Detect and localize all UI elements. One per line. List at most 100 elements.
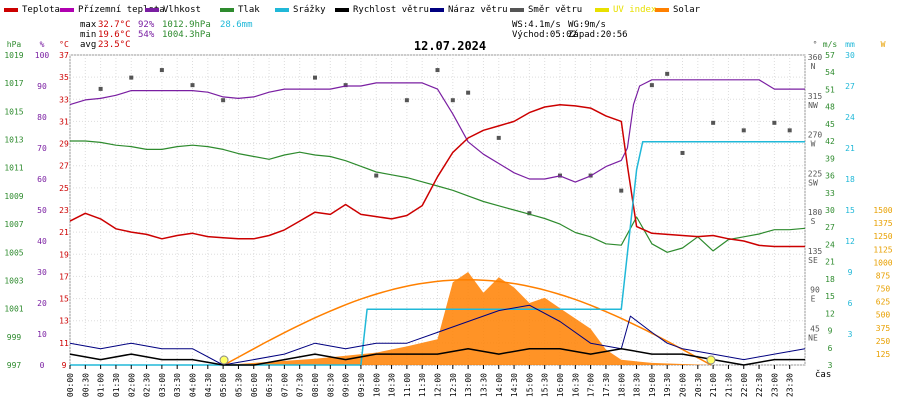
x-tick-label: 15:00 — [525, 373, 534, 397]
x-tick-label: 19:30 — [663, 373, 672, 397]
tick-pct: 40 — [37, 237, 47, 246]
legend-swatch — [145, 8, 159, 12]
wind-direction-dot — [787, 128, 792, 133]
tick-temp: 35 — [59, 73, 69, 82]
x-tick-label: 19:00 — [648, 373, 657, 397]
x-tick-label: 23:00 — [770, 373, 779, 397]
tick-ms: 48 — [825, 103, 835, 112]
tick-mm: 21 — [845, 144, 855, 153]
precipitation-line — [70, 141, 805, 366]
x-tick-label: 00:30 — [81, 373, 90, 397]
tick-hpa: 1017 — [4, 79, 23, 88]
stat-min-hum: 54% — [138, 30, 155, 40]
tick-temp: 33 — [59, 95, 69, 104]
tick-hpa: 999 — [7, 333, 22, 342]
legend-label: Přízemní teplota — [78, 5, 165, 15]
wind-direction-dot — [711, 120, 716, 125]
tick-temp: 13 — [59, 317, 69, 326]
legend-label: Směr větru — [528, 5, 582, 15]
wind-direction-dot — [772, 120, 777, 125]
tick-hpa: 1001 — [4, 305, 23, 314]
tick-temp: 17 — [59, 272, 69, 281]
stat-min-press: 1004.3hPa — [162, 30, 211, 40]
tick-temp: 9 — [62, 361, 67, 370]
tick-ms: 45 — [825, 120, 835, 129]
tick-pct: 50 — [37, 206, 47, 215]
x-axis: 00:00 00:30 01:00 01:30 02:00 02:30 03:00 03:30… — [66, 365, 795, 397]
tick-ms: 39 — [825, 154, 835, 163]
tick-pct: 70 — [37, 144, 47, 153]
x-tick-label: 06:30 — [265, 373, 274, 397]
tick-uv: 1250 — [873, 232, 892, 241]
tick-hpa: 1003 — [4, 276, 23, 285]
tick-ms: 18 — [825, 275, 835, 284]
legend-swatch — [275, 8, 289, 12]
tick-hpa: 1009 — [4, 192, 23, 201]
tick-mm: 30 — [845, 51, 855, 60]
tick-hpa: 1005 — [4, 248, 23, 257]
x-tick-label: 21:00 — [709, 373, 718, 397]
tick-deg: 360 — [808, 53, 823, 62]
wind-direction-dot — [435, 68, 440, 73]
tick-ms: 42 — [825, 137, 835, 146]
axis-title-pct: % — [40, 40, 45, 49]
tick-temp: 11 — [59, 339, 69, 348]
tick-temp: 25 — [59, 184, 69, 193]
tick-dir: SW — [808, 178, 818, 187]
x-tick-label: 03:30 — [173, 373, 182, 397]
legend-label: Náraz větru — [448, 5, 508, 15]
wind-direction-dot — [649, 83, 654, 88]
wind-direction-dot — [313, 75, 317, 80]
x-tick-label: 13:00 — [464, 373, 473, 397]
tick-ms: 57 — [825, 51, 835, 60]
tick-dir: NW — [808, 101, 818, 110]
tick-ms: 15 — [825, 292, 835, 301]
tick-temp: 37 — [59, 51, 69, 60]
wind-direction-dot — [190, 83, 195, 88]
tick-ms: 3 — [828, 361, 833, 370]
legend-swatch — [335, 8, 349, 12]
x-tick-label: 13:30 — [479, 373, 488, 397]
tick-dir: E — [811, 295, 816, 304]
tick-hpa: 997 — [7, 361, 22, 370]
x-tick-label: 17:30 — [602, 373, 611, 397]
wind-direction-dot — [159, 68, 164, 73]
tick-mm: 6 — [848, 299, 853, 308]
tick-dir: W — [811, 140, 816, 149]
sunset-marker — [706, 355, 716, 365]
x-tick-label: 16:00 — [556, 373, 565, 397]
x-tick-label: 18:30 — [633, 373, 642, 397]
tick-temp: 27 — [59, 162, 69, 171]
tick-dir: N — [811, 62, 816, 71]
tick-deg: 180 — [808, 208, 823, 217]
tick-uv: 1500 — [873, 206, 892, 215]
x-tick-label: 12:00 — [434, 373, 443, 397]
legend-label: Teplota — [22, 5, 60, 15]
x-tick-label: 15:30 — [541, 373, 550, 397]
tick-temp: 29 — [59, 140, 69, 149]
tick-ms: 33 — [825, 189, 835, 198]
tick-uv: 1125 — [873, 245, 892, 254]
x-tick-label: 09:00 — [342, 373, 351, 397]
tick-ms: 9 — [828, 327, 833, 336]
x-tick-label: 20:00 — [679, 373, 688, 397]
wind-direction-dot — [741, 128, 746, 133]
stat-sunset: Západ:20:56 — [568, 30, 628, 40]
tick-pct: 90 — [37, 82, 47, 91]
legend-swatch — [430, 8, 444, 12]
axis-title-ms: m/s — [823, 40, 838, 49]
tick-ms: 21 — [825, 258, 835, 267]
solar-area — [223, 272, 712, 365]
tick-deg: 135 — [808, 247, 823, 256]
wind-direction-dot — [404, 98, 409, 103]
tick-deg: 270 — [808, 131, 823, 140]
tick-uv: 375 — [876, 324, 891, 333]
tick-uv: 625 — [876, 298, 891, 307]
right-axes: °3603152702251801359045mm302724211815129… — [808, 40, 893, 370]
tick-temp: 23 — [59, 206, 69, 215]
tick-mm: 12 — [845, 237, 855, 246]
tick-uv: 750 — [876, 285, 891, 294]
tick-pct: 30 — [37, 268, 47, 277]
wind-direction-dot — [496, 135, 501, 140]
wind-direction-dot — [527, 211, 532, 216]
